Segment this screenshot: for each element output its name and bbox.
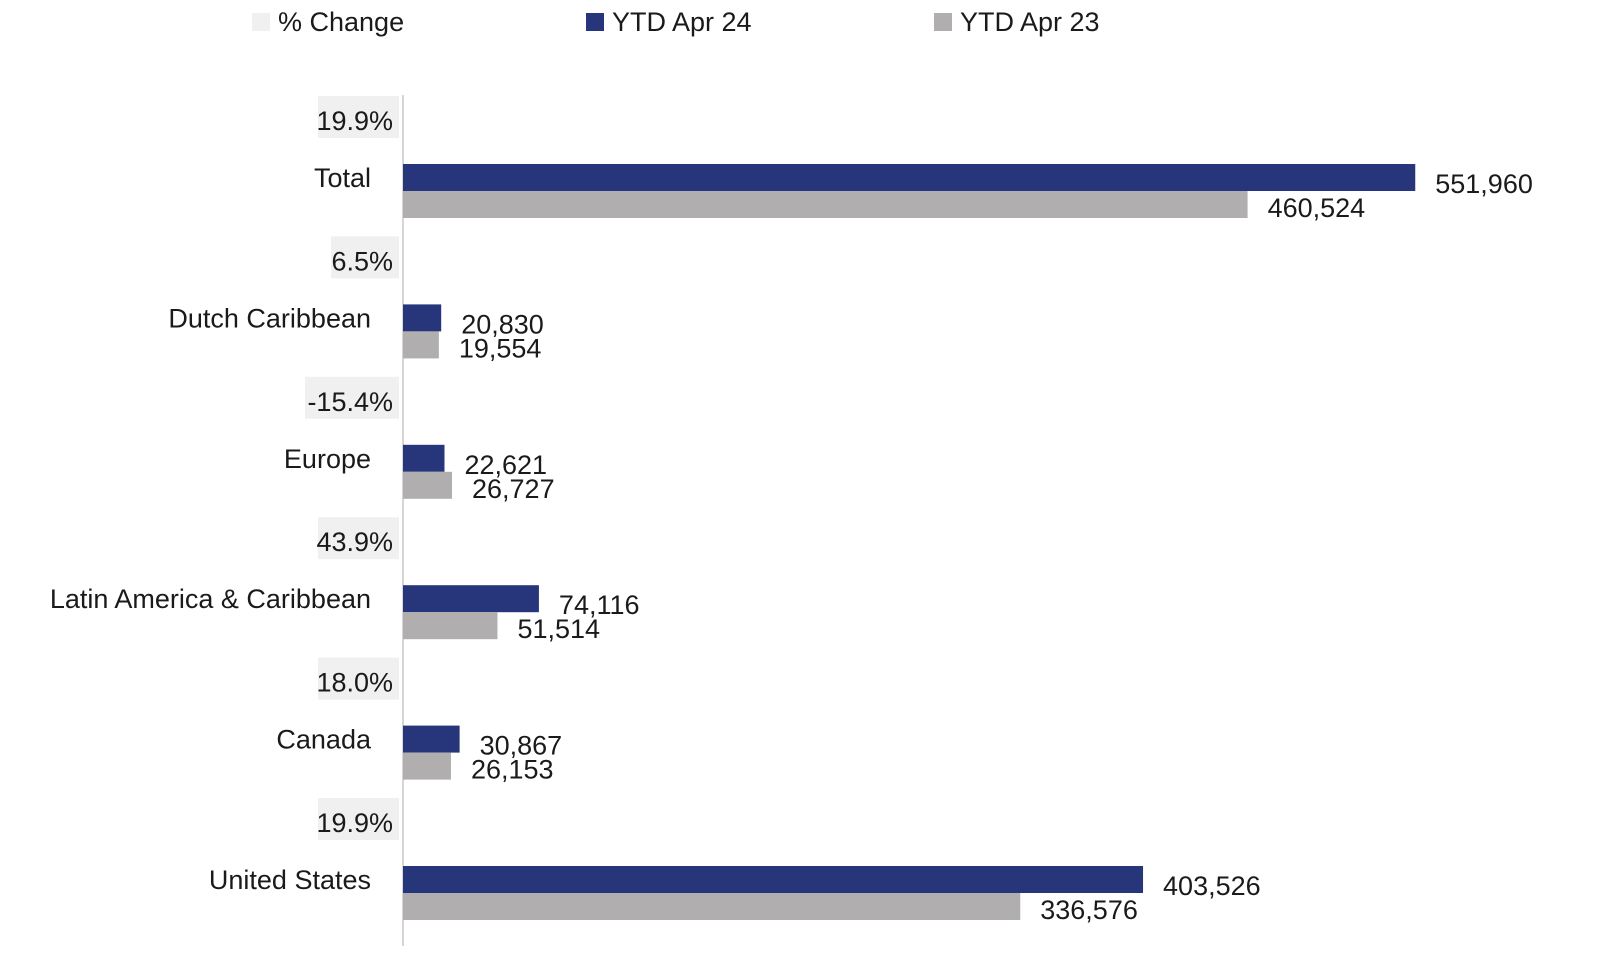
pct-change-box-latin-america-caribbean <box>318 517 399 560</box>
data-label-ytd-apr-24-dutch-caribbean: 20,830 <box>461 309 544 339</box>
data-label-ytd-apr-24-total: 551,960 <box>1435 169 1533 199</box>
bar-ytd-apr-23-canada <box>403 752 451 780</box>
bar-ytd-apr-23-total <box>403 191 1248 218</box>
bar-ytd-apr-24-dutch-caribbean <box>403 304 442 332</box>
legend-label-ytd-apr-23: YTD Apr 23 <box>960 6 1100 37</box>
legend-item-pct-change: % Change <box>252 4 404 40</box>
legend-label-pct-change: % Change <box>278 6 405 37</box>
bar-ytd-apr-24-canada <box>403 725 460 753</box>
bar-ytd-apr-24-latin-america-caribbean <box>403 585 539 613</box>
legend-label-ytd-apr-24: YTD Apr 24 <box>612 6 752 37</box>
data-label-ytd-apr-23-united-states: 336,576 <box>1040 895 1138 925</box>
bar-ytd-apr-23-united-states <box>403 893 1021 920</box>
pct-change-box-europe <box>305 376 399 419</box>
pct-change-label-canada: 18.0% <box>316 668 393 698</box>
data-label-ytd-apr-24-latin-america-caribbean: 74,116 <box>559 590 640 620</box>
category-label-europe: Europe <box>284 444 371 474</box>
legend-swatch-ytd-apr-24 <box>586 13 604 31</box>
legend: % Change YTD Apr 24 YTD Apr 23 <box>0 4 1598 40</box>
pct-change-label-total: 19.9% <box>316 106 393 136</box>
data-label-ytd-apr-23-total: 460,524 <box>1268 193 1366 223</box>
pct-change-label-dutch-caribbean: 6.5% <box>331 246 393 276</box>
bar-ytd-apr-24-united-states <box>403 866 1144 893</box>
pct-change-label-latin-america-caribbean: 43.9% <box>316 527 393 557</box>
category-label-canada: Canada <box>276 725 372 755</box>
pct-change-box-total <box>318 96 399 138</box>
pct-change-label-united-states: 19.9% <box>316 808 393 838</box>
legend-swatch-pct-change <box>252 13 270 31</box>
category-label-united-states: United States <box>209 865 371 895</box>
category-label-dutch-caribbean: Dutch Caribbean <box>168 303 371 333</box>
bar-ytd-apr-23-dutch-caribbean <box>403 331 439 359</box>
legend-swatch-ytd-apr-23 <box>934 13 952 31</box>
category-label-latin-america-caribbean: Latin America & Caribbean <box>50 584 371 614</box>
legend-item-ytd-apr-24: YTD Apr 24 <box>586 4 752 40</box>
legend-item-ytd-apr-23: YTD Apr 23 <box>934 4 1100 40</box>
data-label-ytd-apr-24-canada: 30,867 <box>480 731 563 761</box>
data-label-ytd-apr-24-united-states: 403,526 <box>1163 871 1261 901</box>
data-label-ytd-apr-23-canada: 26,153 <box>471 755 554 785</box>
data-label-ytd-apr-24-europe: 22,621 <box>464 450 547 480</box>
bar-ytd-apr-23-europe <box>403 471 453 499</box>
pct-change-box-dutch-caribbean <box>331 236 399 279</box>
data-label-ytd-apr-23-latin-america-caribbean: 51,514 <box>517 614 600 644</box>
bar-ytd-apr-23-latin-america-caribbean <box>403 612 498 640</box>
bar-ytd-apr-24-europe <box>403 444 445 472</box>
category-label-total: Total <box>314 163 371 193</box>
data-label-ytd-apr-23-europe: 26,727 <box>472 474 555 504</box>
bar-ytd-apr-24-total <box>403 164 1416 191</box>
pct-change-label-europe: -15.4% <box>307 387 393 417</box>
data-label-ytd-apr-23-dutch-caribbean: 19,554 <box>459 333 542 363</box>
pct-change-box-canada <box>318 657 399 700</box>
pct-change-box-united-states <box>318 798 399 840</box>
